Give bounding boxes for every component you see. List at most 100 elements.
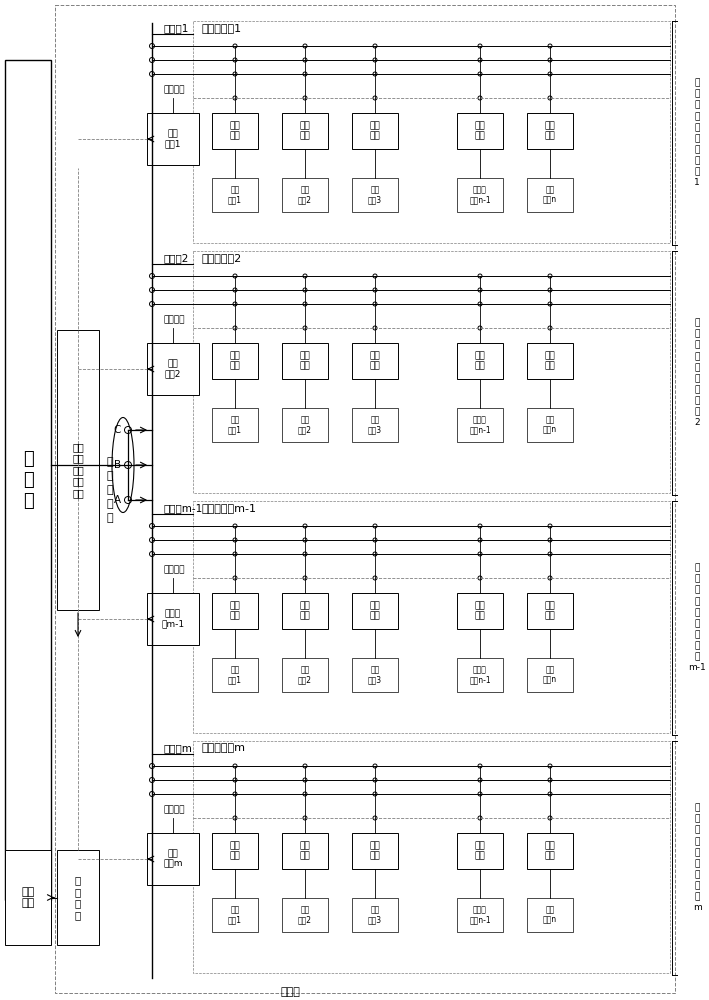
Bar (5, 850, 51, 945)
Bar (457, 898, 503, 932)
Bar (527, 658, 573, 692)
Bar (457, 833, 503, 869)
Text: 换相
装置: 换相 装置 (474, 351, 486, 371)
Text: 用电终
端你n-1: 用电终 端你n-1 (469, 415, 491, 435)
Text: 换相
装置: 换相 装置 (230, 351, 240, 371)
Bar (352, 408, 398, 442)
Text: 用电
终端2: 用电 终端2 (298, 185, 312, 205)
Bar (147, 833, 199, 885)
Bar (352, 658, 398, 692)
Text: 换相
装置: 换相 装置 (369, 601, 380, 621)
Text: 变
压
器: 变 压 器 (23, 450, 33, 510)
Text: 供电服务区m-1: 供电服务区m-1 (201, 503, 256, 513)
Text: 用电
终端3: 用电 终端3 (368, 185, 382, 205)
Bar (55, 5, 675, 993)
Text: 换相
装置: 换相 装置 (369, 351, 380, 371)
Bar (352, 178, 398, 212)
Text: 控制
总站: 控制 总站 (21, 887, 35, 908)
Bar (527, 178, 573, 212)
Bar (212, 113, 258, 149)
Bar (527, 593, 573, 629)
Bar (193, 501, 670, 733)
Text: 换相
装置: 换相 装置 (474, 121, 486, 141)
Bar (527, 408, 573, 442)
Text: 换相
装置: 换相 装置 (300, 841, 311, 861)
Bar (457, 178, 503, 212)
Bar (212, 343, 258, 379)
Text: 支干线1: 支干线1 (163, 23, 189, 33)
Text: 用电
终端n: 用电 终端n (543, 185, 557, 205)
Text: 电
力
负
载
均
衡
子
系
统
2: 电 力 负 载 均 衡 子 系 统 2 (694, 319, 700, 427)
Text: 用电
终端1: 用电 终端1 (228, 905, 242, 925)
Text: 换相
装置: 换相 装置 (300, 121, 311, 141)
Text: 用电终
端你n-1: 用电终 端你n-1 (469, 905, 491, 925)
Text: 用电
终端3: 用电 终端3 (368, 905, 382, 925)
Bar (212, 593, 258, 629)
Bar (457, 658, 503, 692)
Text: A: A (114, 495, 121, 505)
Bar (457, 113, 503, 149)
Text: 通信信道: 通信信道 (163, 566, 184, 574)
Text: 用电
终端1: 用电 终端1 (228, 185, 242, 205)
Bar (212, 178, 258, 212)
Text: 供电服务区1: 供电服务区1 (201, 23, 241, 33)
Text: 用电
终端n: 用电 终端n (543, 665, 557, 685)
Bar (57, 850, 99, 945)
Text: B: B (114, 460, 121, 470)
Bar (57, 330, 99, 610)
Bar (527, 113, 573, 149)
Text: 换相
装置: 换相 装置 (545, 601, 555, 621)
Bar (457, 593, 503, 629)
Text: 电
力
负
载
均
衡
子
系
统
1: 电 力 负 载 均 衡 子 系 统 1 (694, 79, 700, 187)
Text: 用电
终端2: 用电 终端2 (298, 415, 312, 435)
Bar (352, 833, 398, 869)
Text: 换相
装置: 换相 装置 (545, 121, 555, 141)
Text: 换相
装置: 换相 装置 (474, 601, 486, 621)
Text: 用电终
端你n-1: 用电终 端你n-1 (469, 665, 491, 685)
Text: 换相
装置: 换相 装置 (545, 351, 555, 371)
Bar (212, 658, 258, 692)
Bar (282, 833, 328, 869)
Bar (147, 113, 199, 165)
Text: 供电服务区2: 供电服务区2 (201, 253, 241, 263)
Text: 主干
线路
负载
监测
模块: 主干 线路 负载 监测 模块 (72, 442, 84, 498)
Bar (282, 408, 328, 442)
Text: 用电
终端1: 用电 终端1 (228, 415, 242, 435)
Text: 电
力
负
载
均
衡
子
系
统
m-1: 电 力 负 载 均 衡 子 系 统 m-1 (688, 564, 706, 672)
Text: 控制
主站m: 控制 主站m (163, 849, 183, 869)
Text: 控制
主站1: 控制 主站1 (164, 129, 182, 149)
Text: 通
信
网
络: 通 信 网 络 (75, 875, 81, 920)
Bar (527, 898, 573, 932)
Bar (147, 593, 199, 645)
Text: 用电
终端2: 用电 终端2 (298, 905, 312, 925)
Bar (282, 113, 328, 149)
Text: 换相
装置: 换相 装置 (230, 841, 240, 861)
Bar (5, 60, 51, 900)
Text: 支干线m-1: 支干线m-1 (163, 503, 202, 513)
Text: 电
力
负
载
均
衡
子
系
统
m: 电 力 负 载 均 衡 子 系 统 m (693, 804, 701, 912)
Bar (212, 408, 258, 442)
Text: 支干线2: 支干线2 (163, 253, 189, 263)
Text: 控制主
站m-1: 控制主 站m-1 (162, 609, 184, 629)
Text: 换相
装置: 换相 装置 (300, 601, 311, 621)
Text: 换相
装置: 换相 装置 (369, 121, 380, 141)
Text: 用电
终端3: 用电 终端3 (368, 665, 382, 685)
Bar (527, 833, 573, 869)
Bar (193, 21, 670, 243)
Bar (457, 343, 503, 379)
Text: 换相
装置: 换相 装置 (369, 841, 380, 861)
Bar (193, 741, 670, 973)
Text: 通信信道: 通信信道 (163, 86, 184, 95)
Bar (352, 113, 398, 149)
Bar (193, 251, 670, 493)
Text: 换相
装置: 换相 装置 (300, 351, 311, 371)
Bar (457, 408, 503, 442)
Text: 用电
终端1: 用电 终端1 (228, 665, 242, 685)
Text: 通信信道: 通信信道 (163, 316, 184, 324)
Text: 主干线: 主干线 (280, 987, 300, 997)
Text: 供电服务区m: 供电服务区m (201, 743, 245, 753)
Text: 控制
主站2: 控制 主站2 (164, 359, 182, 379)
Text: 换相
装置: 换相 装置 (230, 601, 240, 621)
Bar (282, 658, 328, 692)
Bar (282, 593, 328, 629)
